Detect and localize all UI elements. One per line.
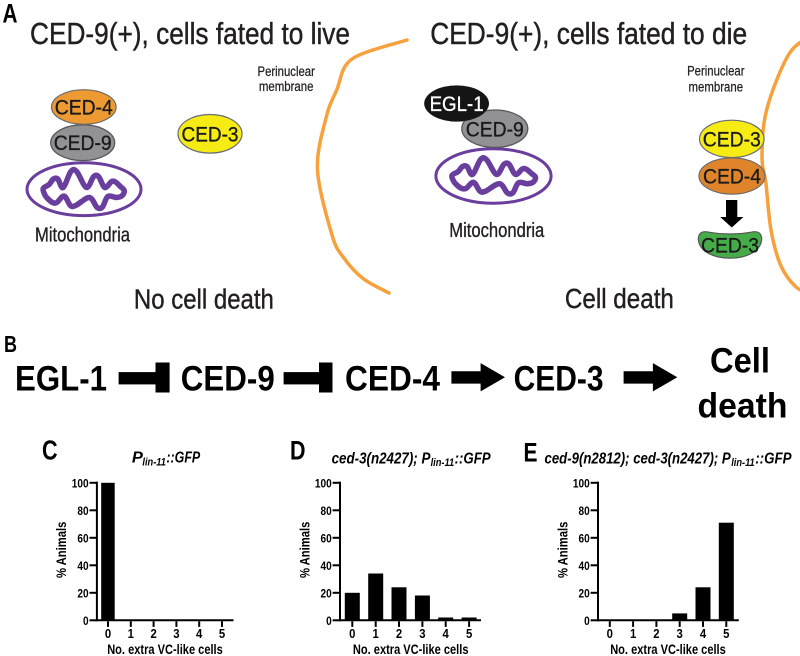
svg-text:3: 3 bbox=[677, 626, 683, 641]
svg-text:::GFP: ::GFP bbox=[166, 450, 200, 467]
svg-text:::GFP: ::GFP bbox=[455, 450, 492, 467]
svg-text:CED-9(+), cells fated to die: CED-9(+), cells fated to die bbox=[430, 16, 747, 51]
svg-text:P: P bbox=[132, 450, 144, 467]
svg-text:80: 80 bbox=[579, 504, 590, 518]
svg-text:A: A bbox=[3, 0, 18, 29]
svg-text:EGL-1: EGL-1 bbox=[15, 359, 107, 398]
svg-text:2: 2 bbox=[653, 626, 659, 641]
svg-text:B: B bbox=[4, 331, 17, 357]
svg-text:membrane: membrane bbox=[689, 79, 744, 94]
svg-text:CED-3: CED-3 bbox=[703, 129, 761, 152]
svg-text:20: 20 bbox=[321, 586, 332, 600]
svg-text:C: C bbox=[42, 434, 58, 465]
svg-text:3: 3 bbox=[173, 626, 179, 641]
svg-text:1: 1 bbox=[373, 626, 379, 641]
svg-text:D: D bbox=[290, 435, 306, 465]
svg-text:ced-9(n2812); ced-3(n2427); P: ced-9(n2812); ced-3(n2427); P bbox=[545, 451, 732, 468]
svg-text:membrane: membrane bbox=[259, 79, 314, 94]
svg-text:4: 4 bbox=[700, 626, 707, 641]
svg-text:60: 60 bbox=[77, 531, 88, 545]
svg-text:CED-9(+), cells fated to live: CED-9(+), cells fated to live bbox=[30, 16, 350, 51]
svg-text:CED-4: CED-4 bbox=[703, 166, 761, 189]
svg-text:0: 0 bbox=[105, 626, 111, 641]
svg-text:CED-3: CED-3 bbox=[701, 234, 759, 257]
svg-text:0: 0 bbox=[584, 614, 590, 628]
svg-text:Mitochondria: Mitochondria bbox=[449, 220, 545, 242]
svg-text:CED-4: CED-4 bbox=[345, 359, 440, 398]
svg-text:100: 100 bbox=[72, 476, 89, 490]
svg-text:60: 60 bbox=[321, 531, 332, 545]
svg-text:5: 5 bbox=[219, 626, 225, 641]
svg-text:40: 40 bbox=[321, 559, 332, 573]
svg-text:80: 80 bbox=[77, 504, 88, 518]
svg-text:% Animals: % Animals bbox=[54, 522, 69, 579]
svg-text:lin-11: lin-11 bbox=[731, 457, 755, 469]
svg-text:ced-3(n2427); P: ced-3(n2427); P bbox=[332, 450, 431, 467]
svg-text:40: 40 bbox=[77, 559, 88, 573]
svg-text:Perinuclear: Perinuclear bbox=[258, 64, 316, 79]
svg-text:0: 0 bbox=[607, 626, 613, 641]
svg-text:100: 100 bbox=[315, 476, 332, 490]
svg-text:40: 40 bbox=[579, 559, 590, 573]
svg-text:2: 2 bbox=[150, 626, 156, 641]
svg-text:No. extra VC-like cells: No. extra VC-like cells bbox=[353, 641, 469, 656]
svg-text:CED-9: CED-9 bbox=[54, 132, 112, 155]
svg-text:E: E bbox=[524, 438, 538, 468]
svg-text:No. extra VC-like cells: No. extra VC-like cells bbox=[107, 641, 223, 656]
svg-text:% Animals: % Animals bbox=[297, 522, 312, 579]
svg-text:CED-9: CED-9 bbox=[181, 359, 275, 398]
svg-text:lin-11: lin-11 bbox=[431, 457, 455, 469]
svg-text:20: 20 bbox=[77, 586, 88, 600]
svg-text:1: 1 bbox=[128, 626, 134, 641]
svg-text:Mitochondria: Mitochondria bbox=[35, 225, 131, 247]
svg-text:No. extra VC-like cells: No. extra VC-like cells bbox=[610, 641, 726, 656]
svg-text:Cell death: Cell death bbox=[565, 283, 674, 314]
svg-text:20: 20 bbox=[579, 586, 590, 600]
svg-text:Cell: Cell bbox=[710, 342, 770, 381]
svg-text:0: 0 bbox=[349, 626, 355, 641]
svg-text:0: 0 bbox=[326, 614, 332, 628]
svg-text:80: 80 bbox=[321, 504, 332, 518]
svg-text:3: 3 bbox=[419, 626, 425, 641]
svg-text:4: 4 bbox=[196, 626, 203, 641]
svg-text:60: 60 bbox=[579, 531, 590, 545]
svg-text:100: 100 bbox=[573, 476, 590, 490]
svg-text:::GFP: ::GFP bbox=[755, 451, 792, 468]
svg-text:4: 4 bbox=[443, 626, 450, 641]
svg-text:lin-11: lin-11 bbox=[142, 456, 166, 468]
svg-text:5: 5 bbox=[466, 626, 472, 641]
svg-text:1: 1 bbox=[630, 626, 636, 641]
svg-text:CED-4: CED-4 bbox=[55, 96, 113, 119]
svg-text:% Animals: % Animals bbox=[555, 522, 570, 579]
svg-text:CED-3: CED-3 bbox=[514, 359, 604, 398]
svg-text:CED-3: CED-3 bbox=[182, 123, 239, 146]
svg-text:No cell death: No cell death bbox=[134, 284, 274, 315]
svg-text:EGL-1: EGL-1 bbox=[430, 93, 484, 116]
svg-text:Perinuclear: Perinuclear bbox=[687, 64, 745, 79]
svg-text:2: 2 bbox=[396, 626, 402, 641]
svg-text:death: death bbox=[698, 387, 788, 426]
svg-text:CED-9: CED-9 bbox=[466, 118, 524, 141]
svg-text:0: 0 bbox=[83, 614, 89, 628]
svg-text:5: 5 bbox=[723, 626, 729, 641]
